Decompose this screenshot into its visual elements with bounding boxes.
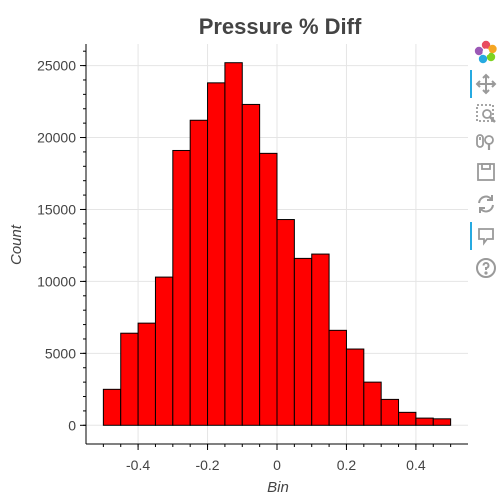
bokeh-logo-icon[interactable]: [474, 40, 498, 64]
help-tool-icon[interactable]: [474, 256, 498, 280]
pan-tool-icon[interactable]: [470, 70, 498, 98]
histogram-bar: [293, 257, 313, 426]
histogram-bar: [415, 417, 434, 426]
x-ticks: -0.4 -0.2 0 0.2 0.4: [102, 444, 452, 473]
box-zoom-tool-icon[interactable]: [474, 102, 498, 126]
histogram-bar: [189, 119, 209, 426]
x-tick-label: -0.4: [126, 457, 150, 473]
histogram-bar: [137, 322, 156, 426]
bars-group: [102, 62, 452, 426]
histogram-bar: [398, 411, 417, 426]
histogram-bar: [207, 82, 226, 426]
y-tick-label: 5000: [45, 345, 76, 361]
toolbar: [470, 40, 500, 290]
histogram-bar: [363, 381, 382, 426]
x-tick-label: -0.2: [195, 457, 219, 473]
histogram-bar: [311, 253, 330, 426]
x-axis-label: Bin: [267, 479, 289, 496]
histogram-bar: [120, 332, 139, 426]
reset-tool-icon[interactable]: [474, 192, 498, 216]
x-tick-label: 0: [273, 457, 281, 473]
x-tick-label: 0.4: [406, 457, 426, 473]
hover-tool-icon[interactable]: [470, 222, 498, 250]
histogram-bar: [172, 149, 191, 426]
y-tick-label: 15000: [37, 201, 76, 217]
histogram-bar: [102, 388, 122, 426]
y-tick-label: 10000: [37, 273, 76, 289]
histogram-bar: [224, 62, 243, 426]
histogram-bar: [154, 276, 174, 426]
save-tool-icon[interactable]: [474, 160, 498, 184]
y-ticks: 0 5000 10000 15000 20000 25000: [37, 50, 86, 433]
histogram-bar: [328, 329, 347, 426]
histogram-bar: [380, 398, 400, 426]
histogram-bar: [345, 348, 365, 426]
histogram-bar: [241, 103, 261, 426]
x-tick-label: 0.2: [337, 457, 357, 473]
wheel-zoom-tool-icon[interactable]: [474, 130, 498, 154]
histogram-bar: [276, 219, 295, 426]
y-axis-label: Count: [8, 224, 25, 265]
y-tick-label: 25000: [37, 58, 76, 74]
histogram-bar: [432, 418, 452, 426]
chart-title: Pressure % Diff: [199, 14, 362, 39]
y-tick-label: 0: [68, 417, 76, 433]
y-tick-label: 20000: [37, 130, 76, 146]
histogram-bar: [259, 152, 278, 426]
